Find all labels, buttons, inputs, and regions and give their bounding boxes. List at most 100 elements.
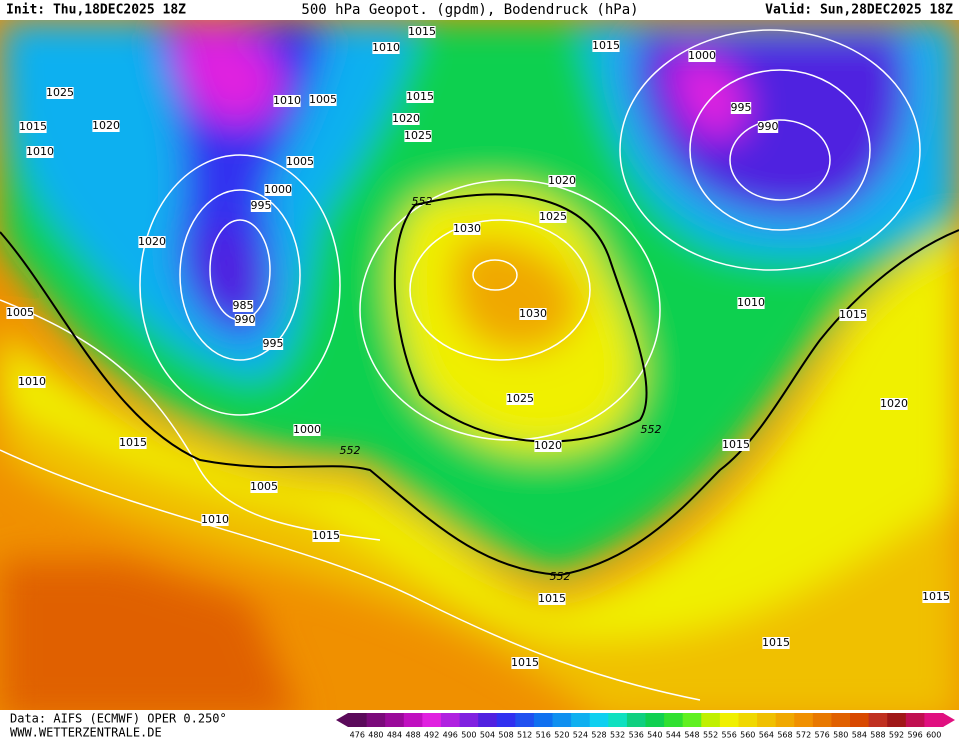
- colorbar-label: 536: [629, 731, 644, 740]
- isobar-label-box: [839, 309, 867, 321]
- colorbar-label: 556: [722, 731, 737, 740]
- isobar-label: 1015: [839, 308, 867, 321]
- colorbar-cell: [850, 713, 870, 727]
- colorbar-label: 504: [480, 731, 495, 740]
- isobar-label-box: [534, 440, 562, 452]
- isobar-label: 1005: [286, 155, 314, 168]
- colorbar-label: 588: [870, 731, 885, 740]
- isobar-label-box: [519, 308, 547, 320]
- colorbar-cell: [552, 713, 572, 727]
- map: 1015 1010 1015 1000 1025 1010 1005 1015 1015 1020…: [0, 20, 959, 710]
- isobar-label: 1015: [592, 39, 620, 52]
- colorbar-label: 520: [554, 731, 569, 740]
- isobar-label: 1005: [250, 480, 278, 493]
- data-source: Data: AIFS (ECMWF) OPER 0.250°: [10, 712, 227, 726]
- colorbar-cell: [403, 713, 423, 727]
- colorbar-cell: [812, 713, 832, 727]
- colorbar-cell: [868, 713, 888, 727]
- isobar-label-box: [19, 121, 47, 133]
- isobar-label: 1015: [19, 120, 47, 133]
- colorbar-cell: [385, 713, 405, 727]
- colorbar-label: 568: [777, 731, 792, 740]
- isobar-label: 552: [641, 423, 662, 436]
- isobar-label-box: [119, 437, 147, 449]
- colorbar: 476 480 484 488 492 496 500 504 508 512 516 520 524 5…: [336, 713, 955, 740]
- colorbar-label: 552: [703, 731, 718, 740]
- colorbar-cell: [515, 713, 535, 727]
- isobar-label-box: [273, 95, 301, 107]
- isobar-label: 1020: [534, 439, 562, 452]
- isobar-label: 1030: [453, 222, 481, 235]
- isobar-label: 1010: [372, 41, 400, 54]
- isobar-label-box: [138, 236, 166, 248]
- colorbar-cell: [608, 713, 628, 727]
- colorbar-label: 560: [740, 731, 755, 740]
- isobar-label: 1015: [408, 25, 436, 38]
- isobar-label: 985: [233, 299, 254, 312]
- colorbar-label: 484: [387, 731, 402, 740]
- colorbar-cell: [478, 713, 498, 727]
- isobar-label: 1020: [138, 235, 166, 248]
- isobar-label: 552: [550, 570, 571, 583]
- isobar-label-box: [234, 314, 256, 326]
- colorbar-cell: [794, 713, 814, 727]
- colorbar-label: 532: [610, 731, 625, 740]
- isobar-label: 1010: [201, 513, 229, 526]
- isobar-label: 1020: [92, 119, 120, 132]
- isobar-label: 1010: [737, 296, 765, 309]
- isobar-label: 1000: [688, 49, 716, 62]
- isobar-label: 1025: [404, 129, 432, 142]
- isobar-label: 552: [412, 195, 433, 208]
- isobar-label-box: [757, 121, 779, 133]
- colorbar-label: 584: [852, 731, 867, 740]
- isobar-label: 1010: [18, 375, 46, 388]
- isobar-label: 1015: [722, 438, 750, 451]
- isobar-label: 1015: [406, 90, 434, 103]
- header-bar: [0, 0, 959, 20]
- isobar-label-box: [372, 42, 400, 54]
- isobar-label-box: [264, 184, 292, 196]
- isobar-label: 995: [731, 101, 752, 114]
- isobar-label-box: [312, 530, 340, 542]
- colorbar-cell: [887, 713, 907, 727]
- isobar-label-box: [538, 593, 566, 605]
- isobar-label: 990: [758, 120, 779, 133]
- isobar-label: 1020: [880, 397, 908, 410]
- isobar-label: 1020: [392, 112, 420, 125]
- isobars: [0, 29, 921, 701]
- isobar-label: 1030: [519, 307, 547, 320]
- isobar-label: 1015: [312, 529, 340, 542]
- contour-552-ridge: [393, 193, 648, 443]
- colorbar-cell: [664, 713, 684, 727]
- isobar-label-box: [262, 338, 284, 350]
- isobar-label-box: [548, 175, 576, 187]
- colorbar-label: 572: [796, 731, 811, 740]
- isobar-label: 1010: [273, 94, 301, 107]
- isobar-label-box: [922, 591, 950, 603]
- isobar-label-box: [453, 223, 481, 235]
- isobar-label: 1005: [309, 93, 337, 106]
- isobar-label: 1015: [538, 592, 566, 605]
- colorbar-arrow-right: [943, 713, 955, 727]
- isobar-label-box: [762, 637, 790, 649]
- website: WWW.WETTERZENTRALE.DE: [10, 726, 162, 740]
- isobar-label: 1020: [548, 174, 576, 187]
- colorbar-cell: [831, 713, 851, 727]
- colorbar-label: 544: [666, 731, 681, 740]
- isobar-label-box: [408, 26, 436, 38]
- colorbar-cell: [589, 713, 609, 727]
- isobar-label-box: [26, 146, 54, 158]
- isobar-label: 990: [235, 313, 256, 326]
- isobar-label-box: [293, 424, 321, 436]
- colorbar-label: 596: [907, 731, 922, 740]
- isobar-label: 1015: [119, 436, 147, 449]
- colorbar-label: 580: [833, 731, 848, 740]
- isobar-label-box: [201, 514, 229, 526]
- colorbar-cell: [422, 713, 442, 727]
- colorbar-cell: [533, 713, 554, 727]
- colorbar-label: 600: [926, 731, 941, 740]
- isobar-label-box: [18, 376, 46, 388]
- colorbar-cell: [924, 713, 944, 727]
- isobar-label-box: [406, 91, 434, 103]
